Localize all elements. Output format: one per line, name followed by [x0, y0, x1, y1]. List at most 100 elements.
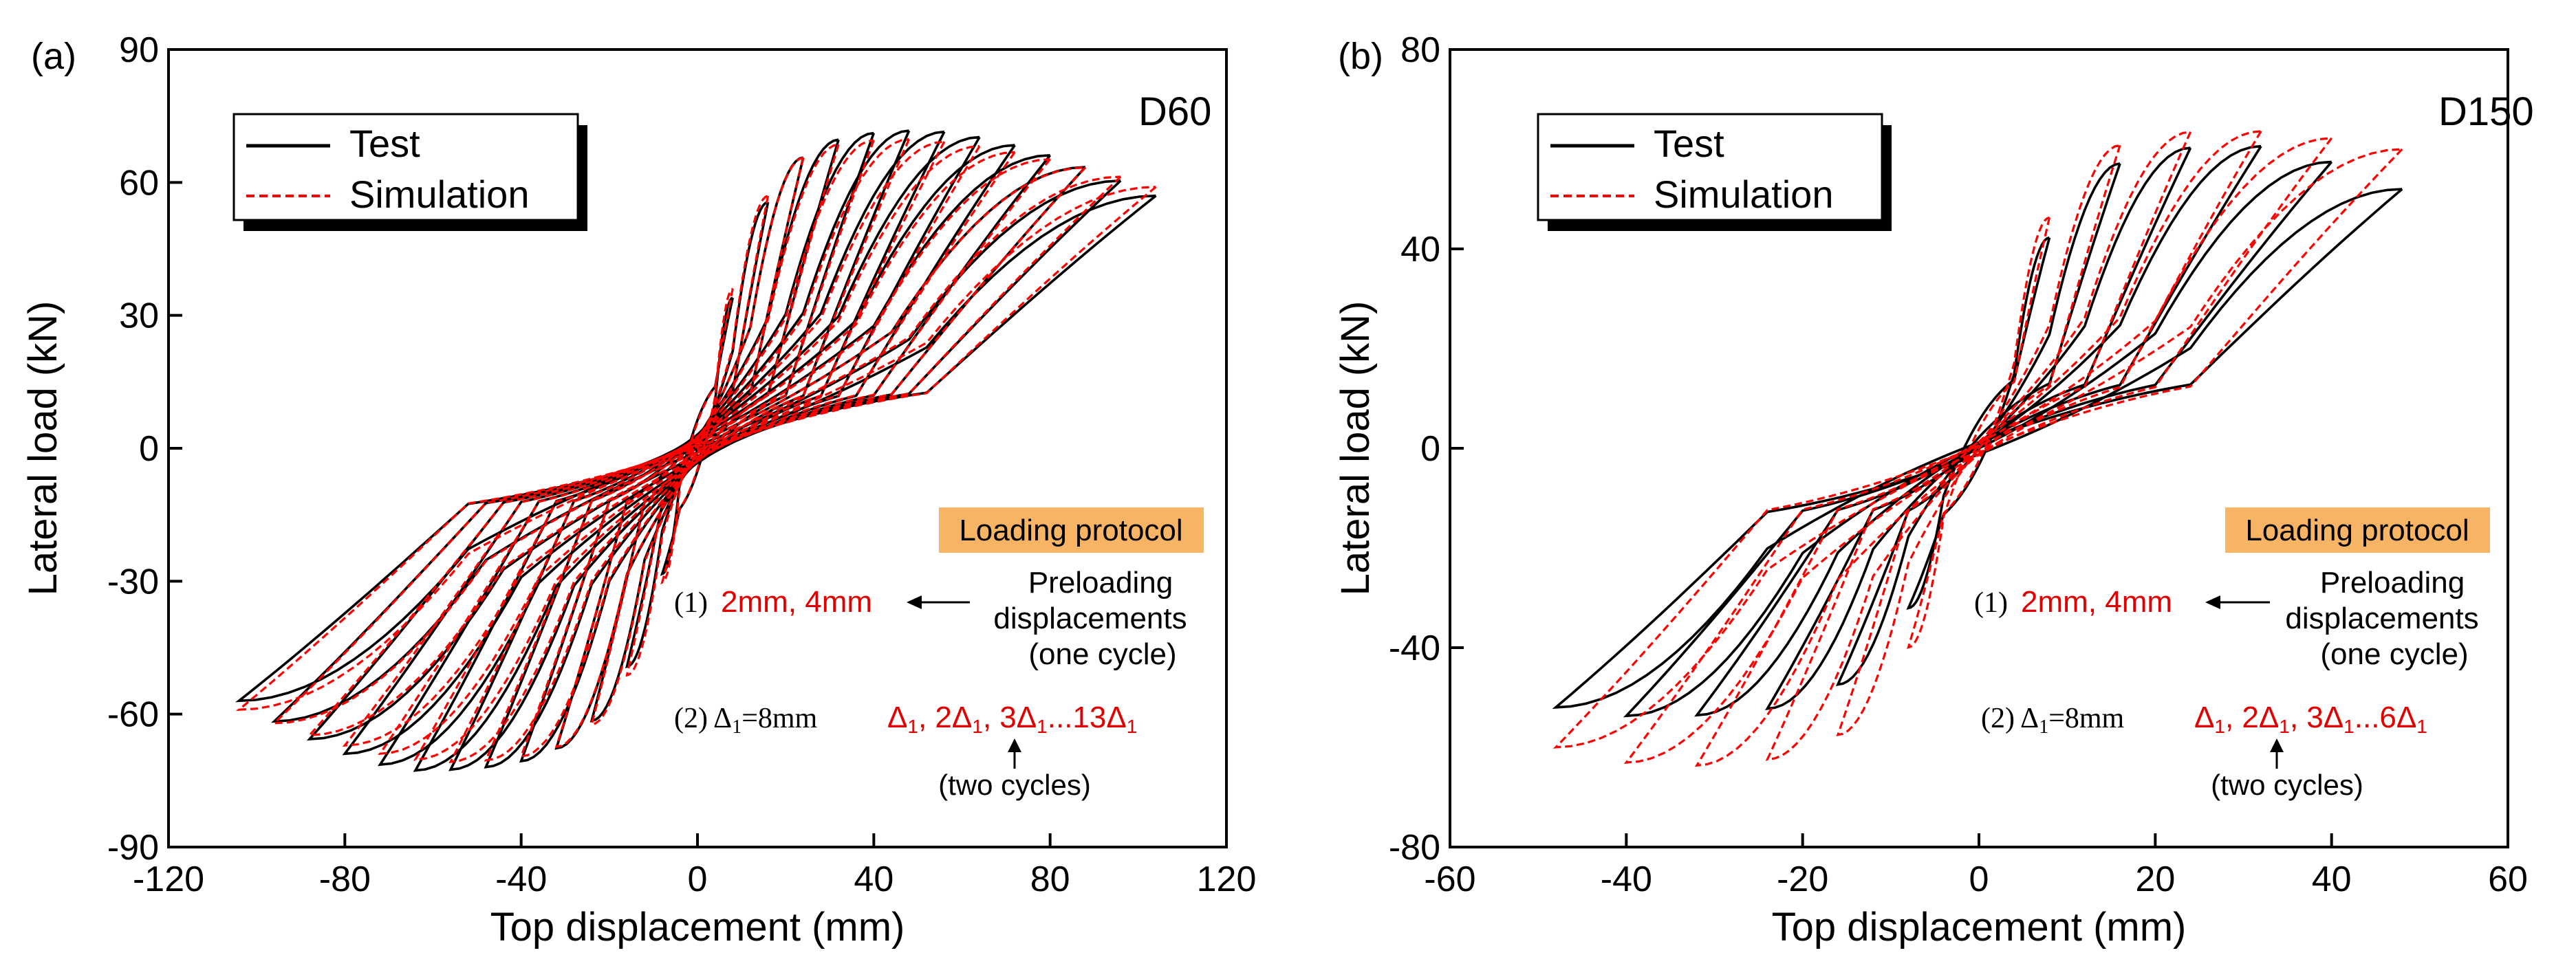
x-ticks-a: -120 -80 -40 0 40 80 120	[133, 833, 1256, 899]
y-tick-label: 60	[119, 163, 159, 203]
y-tick-label: 90	[119, 30, 159, 70]
loop-simulation	[307, 166, 1087, 737]
x-tick-label: 120	[1197, 859, 1257, 899]
protocol-arrowhead-1	[907, 595, 922, 609]
protocol-step1-note-line2: displacements	[2285, 602, 2478, 635]
loop-simulation	[271, 175, 1122, 725]
loop-simulation	[1623, 137, 2333, 765]
y-ticks-a: -90 -60 -30 0 30 60 90	[107, 30, 182, 868]
protocol-step1-values: 2mm, 4mm	[2021, 585, 2172, 619]
y-tick-label: -90	[107, 828, 159, 868]
protocol-step1-number: (1)	[1974, 587, 2008, 619]
loop-simulation	[554, 143, 840, 749]
protocol-step1-number: (1)	[674, 587, 708, 619]
legend-label-simulation: Simulation	[1654, 173, 1833, 216]
loop-simulation	[589, 157, 805, 726]
loop-test	[1835, 162, 2121, 686]
y-tick-label: -60	[107, 695, 159, 735]
series-simulation	[235, 138, 1157, 763]
y-tick-label: 30	[119, 296, 159, 336]
protocol-step2-values: Δ1, 2Δ1, 3Δ1...13Δ1	[887, 701, 1137, 737]
x-tick-label: -80	[319, 859, 371, 899]
y-ticks-b: -80 -40 0 40 80	[1389, 30, 1464, 868]
curves-a	[235, 129, 1157, 772]
protocol-arrowhead-2	[1008, 738, 1021, 752]
legend-a: Test Simulation	[232, 113, 587, 231]
y-axis-label-b: Lateral load (kN)	[1333, 301, 1378, 596]
specimen-label-d150: D150	[2438, 89, 2534, 134]
x-axis-label-b: Top displacement (mm)	[1772, 905, 2187, 949]
x-tick-label: -40	[495, 859, 547, 899]
protocol-step2-note: (two cycles)	[938, 769, 1091, 801]
protocol-title: Loading protocol	[959, 514, 1182, 547]
y-tick-label: 0	[1420, 429, 1440, 469]
loop-simulation	[1836, 144, 2121, 736]
y-tick-label: -40	[1389, 628, 1440, 668]
y-tick-label: 80	[1400, 30, 1440, 70]
x-tick-label: 0	[688, 859, 708, 899]
panel-label-b: (b)	[1338, 36, 1383, 77]
x-tick-label: -120	[133, 859, 204, 899]
loop-simulation	[1694, 130, 2262, 767]
x-tick-label: -20	[1777, 859, 1828, 899]
protocol-arrowhead-2	[2270, 738, 2284, 752]
x-tick-label: 0	[1969, 859, 1989, 899]
curves-b	[1552, 130, 2403, 767]
loop-test	[1623, 160, 2333, 718]
protocol-title-box	[939, 507, 1204, 553]
legend-label-simulation: Simulation	[349, 173, 529, 216]
y-tick-label: -80	[1389, 828, 1440, 868]
protocol-step1-note-line3: (one cycle)	[2320, 637, 2468, 671]
x-tick-label: -40	[1601, 859, 1652, 899]
loop-simulation	[378, 151, 1016, 756]
y-tick-label: 40	[1400, 230, 1440, 270]
y-axis-label-a: Lateral load (kN)	[21, 301, 65, 596]
protocol-step2-definition: (2) Δ1=8mm	[674, 703, 818, 738]
panel-b: (b) D150 -60 -40 -20 0 20 40 60 -80 -40 0 40 80 To…	[1333, 30, 2534, 949]
protocol-step1-values: 2mm, 4mm	[721, 585, 872, 619]
loop-test	[1765, 146, 2192, 710]
loop-simulation	[448, 140, 946, 763]
x-tick-label: 60	[2488, 859, 2528, 899]
protocol-step1-note-line2: displacements	[993, 602, 1187, 635]
loop-simulation	[1907, 216, 2051, 649]
loading-protocol-b: Loading protocol (1) 2mm, 4mm Preloading…	[1974, 507, 2490, 801]
loop-simulation	[484, 138, 911, 762]
x-tick-label: -60	[1424, 859, 1475, 899]
protocol-step1-note-line3: (one cycle)	[1028, 637, 1176, 671]
x-ticks-b: -60 -40 -20 0 20 40 60	[1424, 833, 2528, 899]
loop-simulation	[413, 145, 981, 761]
protocol-title: Loading protocol	[2245, 514, 2469, 547]
specimen-label-d60: D60	[1138, 89, 1211, 134]
loop-simulation	[1765, 131, 2192, 761]
x-tick-label: 20	[2135, 859, 2175, 899]
loading-protocol-a: Loading protocol (1) 2mm, 4mm Preloading…	[674, 507, 1204, 801]
x-tick-label: 40	[2312, 859, 2352, 899]
panel-label-a: (a)	[31, 36, 76, 77]
protocol-step1-note-line1: Preloading	[2320, 566, 2465, 600]
legend-label-test: Test	[1654, 122, 1724, 165]
protocol-title-box	[2225, 507, 2490, 553]
loop-simulation	[235, 186, 1157, 712]
loop-simulation	[342, 158, 1051, 747]
y-tick-label: -30	[107, 562, 159, 602]
x-tick-label: 40	[854, 859, 894, 899]
protocol-arrowhead-1	[2205, 595, 2220, 609]
loop-simulation	[519, 139, 875, 758]
y-tick-label: 0	[139, 429, 159, 469]
protocol-step2-values: Δ1, 2Δ1, 3Δ1...6Δ1	[2194, 701, 2427, 737]
x-tick-label: 80	[1030, 859, 1070, 899]
loop-test	[1906, 236, 2051, 611]
loop-simulation	[1552, 148, 2403, 749]
series-simulation	[1552, 130, 2403, 767]
legend-label-test: Test	[349, 122, 420, 165]
loop-test	[448, 130, 946, 771]
loop-test	[1552, 188, 2403, 709]
loop-test	[519, 131, 875, 763]
protocol-step2-definition: (2) Δ1=8mm	[1981, 703, 2125, 738]
panel-a: (a) D60 -120 -80 -40 0 40 80 120 -90 -60 -30 0 30 6…	[21, 30, 1256, 949]
protocol-step2-note: (two cycles)	[2211, 769, 2363, 801]
legend-b: Test Simulation	[1537, 113, 1892, 231]
x-axis-label-a: Top displacement (mm)	[490, 905, 905, 949]
